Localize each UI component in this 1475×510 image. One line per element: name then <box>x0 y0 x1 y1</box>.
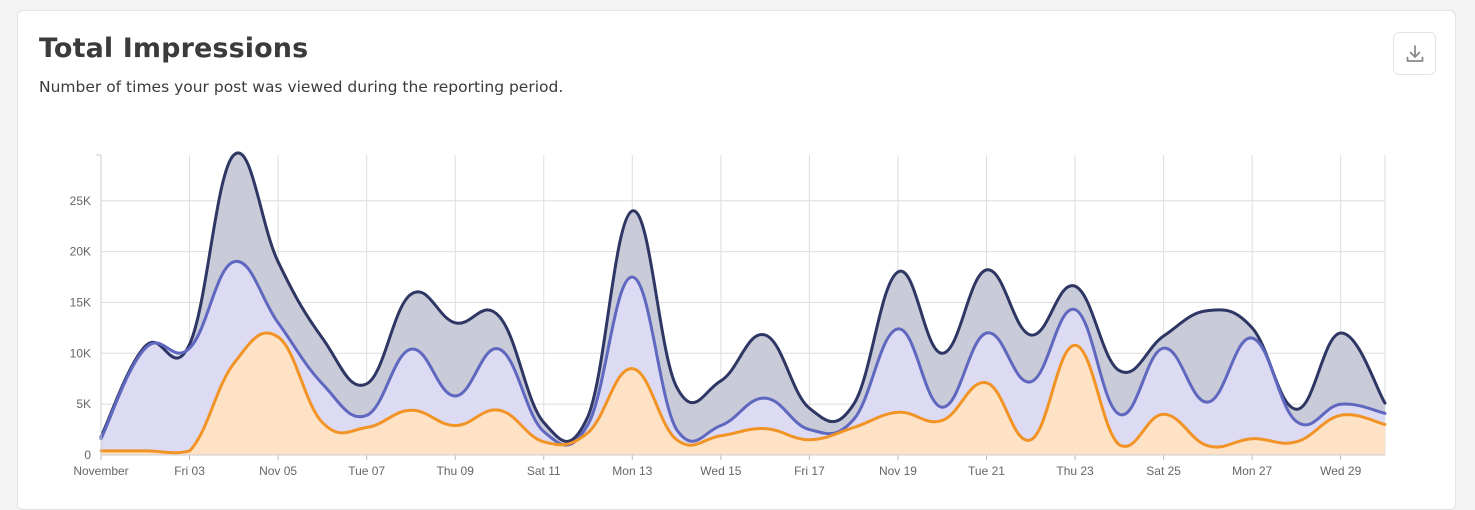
tick-labels: 0 5K 10K 15K 20K 25K November Fri 03 Nov 05 Tue 0… <box>70 194 1362 478</box>
x-tick-label: Wed 15 <box>700 464 741 478</box>
series-line-bottom[interactable] <box>99 331 1387 455</box>
series-area-bottom <box>101 332 1385 455</box>
x-tick-label: Nov 05 <box>259 464 297 478</box>
series-line-mid[interactable] <box>99 260 1387 447</box>
x-tick-label: Nov 19 <box>879 464 917 478</box>
series-lines <box>99 151 1387 455</box>
y-tick-label: 15K <box>70 295 91 309</box>
x-tick-label: Sat 11 <box>527 464 561 478</box>
x-tick-label: Tue 07 <box>348 464 385 478</box>
x-tick-label: Sat 25 <box>1146 464 1181 478</box>
y-tick-label: 5K <box>76 397 91 411</box>
x-tick-label: November <box>73 464 128 478</box>
download-button[interactable] <box>1393 32 1436 75</box>
card-subtitle: Number of times your post was viewed dur… <box>39 78 564 96</box>
x-tick-label: Fri 03 <box>174 464 205 478</box>
y-tick-label: 20K <box>70 245 91 259</box>
axes <box>96 154 1385 460</box>
x-tick-label: Thu 09 <box>437 464 475 478</box>
impressions-chart: 0 5K 10K 15K 20K 25K November Fri 03 Nov 05 Tue 0… <box>70 151 1387 478</box>
x-tick-label: Mon 13 <box>612 464 652 478</box>
series-areas <box>101 152 1385 455</box>
y-tick-label: 0 <box>84 448 91 462</box>
y-tick-label: 10K <box>70 346 91 360</box>
y-tick-label: 25K <box>70 194 91 208</box>
x-tick-label: Thu 23 <box>1056 464 1094 478</box>
x-tick-label: Mon 27 <box>1232 464 1272 478</box>
x-tick-label: Wed 29 <box>1320 464 1361 478</box>
series-line-top[interactable] <box>99 151 1387 443</box>
download-icon <box>1406 44 1423 62</box>
x-tick-label: Tue 21 <box>968 464 1005 478</box>
card-title: Total Impressions <box>39 33 309 64</box>
x-tick-label: Fri 17 <box>794 464 825 478</box>
